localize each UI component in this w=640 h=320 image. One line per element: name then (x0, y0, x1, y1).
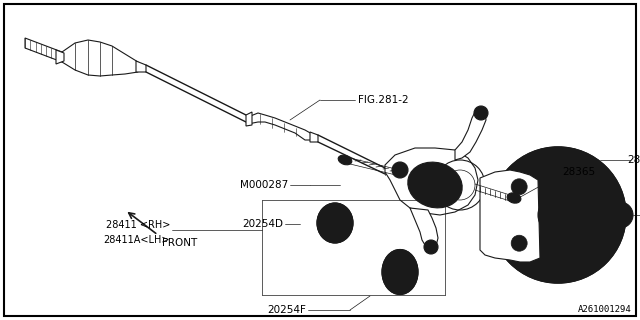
Circle shape (511, 179, 527, 195)
Polygon shape (246, 112, 252, 126)
Polygon shape (248, 113, 312, 140)
Text: FIG.281-2: FIG.281-2 (358, 95, 408, 105)
Ellipse shape (338, 155, 352, 165)
Polygon shape (480, 170, 540, 262)
Circle shape (474, 106, 488, 120)
Polygon shape (385, 148, 478, 215)
Circle shape (598, 207, 614, 223)
Circle shape (392, 162, 408, 178)
Circle shape (424, 240, 438, 254)
Polygon shape (56, 50, 64, 64)
Circle shape (607, 202, 633, 228)
Polygon shape (455, 110, 486, 160)
Text: M000287: M000287 (240, 180, 288, 190)
Polygon shape (410, 208, 438, 248)
Polygon shape (310, 132, 318, 142)
Ellipse shape (382, 250, 418, 294)
Text: 28365: 28365 (562, 167, 595, 177)
Text: 28411 <RH>: 28411 <RH> (106, 220, 170, 230)
Text: FRONT: FRONT (162, 238, 197, 248)
Circle shape (538, 195, 578, 235)
Polygon shape (136, 61, 146, 72)
Text: 20254D: 20254D (242, 219, 283, 229)
Polygon shape (25, 38, 62, 62)
Ellipse shape (507, 193, 521, 203)
Ellipse shape (408, 162, 462, 208)
Text: A261001294: A261001294 (579, 305, 632, 314)
Circle shape (511, 235, 527, 251)
Circle shape (490, 147, 626, 283)
Polygon shape (62, 40, 138, 76)
Text: 28473: 28473 (627, 155, 640, 165)
Circle shape (565, 161, 581, 177)
Ellipse shape (317, 203, 353, 243)
Circle shape (565, 253, 581, 269)
Text: 20254F: 20254F (267, 305, 306, 315)
Text: 28411A<LH>: 28411A<LH> (104, 235, 170, 245)
